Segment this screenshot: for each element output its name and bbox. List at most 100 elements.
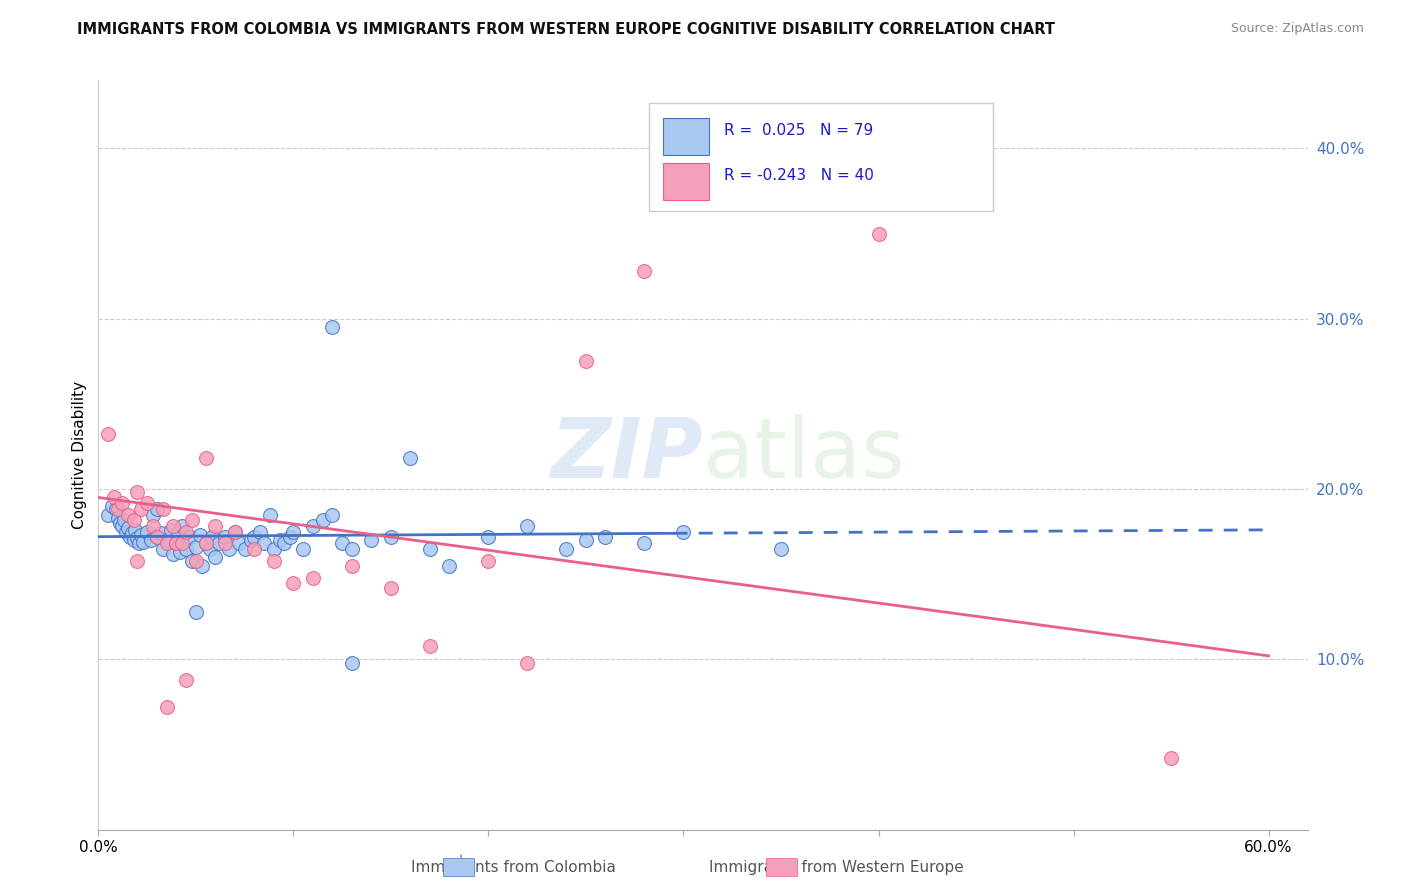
Point — [633, 536, 655, 550]
Point — [191, 558, 214, 573]
Point — [321, 320, 343, 334]
Point — [249, 524, 271, 539]
Point — [128, 536, 150, 550]
Point — [146, 530, 169, 544]
Bar — [664, 118, 709, 155]
Point — [419, 639, 441, 653]
Point — [263, 553, 285, 567]
Point — [360, 533, 382, 547]
Point — [117, 508, 139, 522]
Point — [672, 524, 695, 539]
Point — [167, 524, 190, 539]
Point — [139, 533, 162, 547]
Bar — [664, 162, 709, 200]
Point — [1160, 751, 1182, 765]
Point — [194, 451, 217, 466]
Point — [165, 536, 187, 550]
Point — [516, 519, 538, 533]
Text: R = -0.243   N = 40: R = -0.243 N = 40 — [724, 168, 873, 183]
Point — [142, 508, 165, 522]
Point — [97, 508, 120, 522]
Point — [214, 530, 236, 544]
Point — [312, 513, 335, 527]
Point — [174, 524, 197, 539]
Point — [214, 536, 236, 550]
Point — [292, 541, 315, 556]
Point — [204, 550, 226, 565]
Point — [118, 530, 141, 544]
Point — [868, 227, 890, 241]
Point — [769, 541, 792, 556]
Point — [117, 521, 139, 535]
Point — [184, 540, 207, 554]
Point — [555, 541, 578, 556]
Point — [169, 545, 191, 559]
Point — [194, 536, 217, 550]
Point — [174, 673, 197, 687]
Point — [127, 553, 149, 567]
Point — [439, 558, 461, 573]
Point — [269, 533, 291, 547]
Point — [633, 264, 655, 278]
Point — [330, 536, 353, 550]
Point — [111, 495, 134, 509]
Point — [184, 605, 207, 619]
FancyBboxPatch shape — [648, 103, 993, 211]
Point — [340, 541, 363, 556]
Point — [399, 451, 422, 466]
Point — [112, 513, 135, 527]
Point — [136, 524, 159, 539]
Point — [165, 536, 187, 550]
Point — [477, 553, 499, 567]
Point — [114, 524, 136, 539]
Point — [122, 513, 145, 527]
Point — [136, 495, 159, 509]
Point — [152, 502, 174, 516]
Point — [595, 530, 617, 544]
Point — [200, 530, 222, 544]
Point — [101, 499, 124, 513]
Point — [477, 530, 499, 544]
Point — [233, 541, 256, 556]
Point — [302, 519, 325, 533]
Point — [179, 530, 201, 544]
Point — [243, 541, 266, 556]
Point — [575, 354, 598, 368]
Point — [263, 541, 285, 556]
Y-axis label: Cognitive Disability: Cognitive Disability — [72, 381, 87, 529]
Point — [156, 533, 179, 547]
Point — [127, 485, 149, 500]
Point — [243, 530, 266, 544]
Point — [111, 519, 134, 533]
Point — [124, 523, 146, 537]
Point — [181, 553, 204, 567]
Point — [131, 528, 153, 542]
Point — [162, 519, 184, 533]
Point — [278, 530, 301, 544]
Text: Source: ZipAtlas.com: Source: ZipAtlas.com — [1230, 22, 1364, 36]
Point — [127, 532, 149, 546]
Point — [188, 528, 211, 542]
Point — [149, 526, 172, 541]
Point — [283, 524, 305, 539]
Text: Immigrants from Western Europe: Immigrants from Western Europe — [709, 860, 965, 874]
Point — [208, 536, 231, 550]
Point — [516, 656, 538, 670]
Point — [184, 553, 207, 567]
Point — [142, 519, 165, 533]
Point — [172, 536, 194, 550]
Point — [156, 700, 179, 714]
Point — [302, 570, 325, 584]
Point — [174, 541, 197, 556]
Point — [97, 427, 120, 442]
Point — [380, 581, 402, 595]
Point — [156, 536, 179, 550]
Point — [239, 533, 262, 547]
Point — [340, 558, 363, 573]
Point — [172, 519, 194, 533]
Point — [204, 519, 226, 533]
Point — [108, 516, 131, 530]
Point — [228, 536, 250, 550]
Point — [253, 536, 276, 550]
Point — [181, 513, 204, 527]
